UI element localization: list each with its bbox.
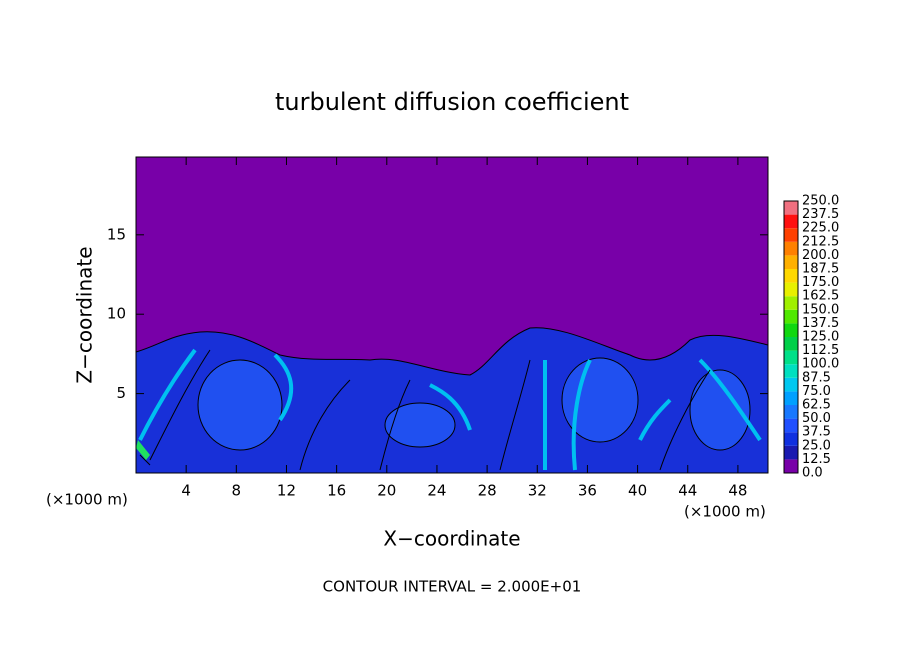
colorbar-label: 162.5 xyxy=(802,289,839,304)
contour-field xyxy=(136,157,768,473)
plot-frame xyxy=(135,156,769,474)
colorbar-label: 37.5 xyxy=(802,425,831,440)
colorbar-band xyxy=(784,364,798,378)
x-tick-label: 32 xyxy=(528,482,547,500)
colorbar-label: 137.5 xyxy=(802,316,839,331)
colorbar-band xyxy=(784,418,798,433)
x-tick-label: 44 xyxy=(678,482,697,500)
y-tick-label: 15 xyxy=(107,225,126,243)
colorbar-band xyxy=(784,323,798,337)
x-tick-label: 12 xyxy=(277,482,296,500)
colorbar-label: 12.5 xyxy=(802,452,831,467)
colorbar-label: 100.0 xyxy=(802,357,839,372)
colorbar-label: 250.0 xyxy=(802,194,839,209)
x-tick-label: 48 xyxy=(728,482,747,500)
colorbar-label: 0.0 xyxy=(802,466,823,481)
colorbar-label: 237.5 xyxy=(802,207,839,222)
colorbar-band xyxy=(784,201,798,215)
colorbar-band xyxy=(784,255,798,269)
colorbar-band xyxy=(784,445,798,460)
y-axis-title: Z−coordinate xyxy=(73,246,97,383)
x-tick-label: 36 xyxy=(578,482,597,500)
colorbar-label: 212.5 xyxy=(802,234,839,249)
colorbar-label: 175.0 xyxy=(802,275,839,290)
colorbar-label: 25.0 xyxy=(802,438,831,453)
x-tick-label: 20 xyxy=(377,482,396,500)
y-unit-label: (×1000 m) xyxy=(46,491,128,509)
colorbar-label: 225.0 xyxy=(802,221,839,236)
colorbar-band xyxy=(784,269,798,283)
colorbar-band xyxy=(784,282,798,297)
colorbar-band xyxy=(784,337,798,351)
colorbar-label: 125.0 xyxy=(802,330,839,345)
colorbar-label: 87.5 xyxy=(802,370,831,385)
x-tick-label: 40 xyxy=(628,482,647,500)
chart-title: turbulent diffusion coefficient xyxy=(275,88,629,116)
y-tick-label: 5 xyxy=(116,384,126,402)
x-tick-label: 4 xyxy=(181,482,191,500)
x-tick-label: 8 xyxy=(232,482,242,500)
colorbar-label: 150.0 xyxy=(802,302,839,317)
colorbar-band xyxy=(784,391,798,405)
colorbar-band xyxy=(784,228,798,242)
colorbar-label: 112.5 xyxy=(802,343,839,358)
colorbar-label: 200.0 xyxy=(802,248,839,263)
x-axis-title: X−coordinate xyxy=(383,527,520,551)
colorbar-label: 62.5 xyxy=(802,398,831,413)
colorbar-band xyxy=(784,405,798,419)
x-tick-label: 24 xyxy=(427,482,446,500)
x-tick-label: 16 xyxy=(327,482,346,500)
colorbar-label: 50.0 xyxy=(802,411,831,426)
colorbar-band xyxy=(784,377,798,392)
colorbar-label: 187.5 xyxy=(802,262,839,277)
colorbar-band xyxy=(784,296,798,310)
colorbar-label: 75.0 xyxy=(802,384,831,399)
x-unit-label: (×1000 m) xyxy=(684,503,766,521)
colorbar-band xyxy=(784,309,798,324)
y-tick-label: 10 xyxy=(107,305,126,323)
colorbar-frame xyxy=(783,200,799,474)
colorbar-band xyxy=(784,214,798,229)
colorbar-band xyxy=(784,459,798,473)
x-tick-label: 28 xyxy=(478,482,497,500)
footer-note: CONTOUR INTERVAL = 2.000E+01 xyxy=(323,578,582,596)
colorbar-band xyxy=(784,241,798,256)
colorbar-band xyxy=(784,350,798,365)
colorbar-band xyxy=(784,432,798,446)
